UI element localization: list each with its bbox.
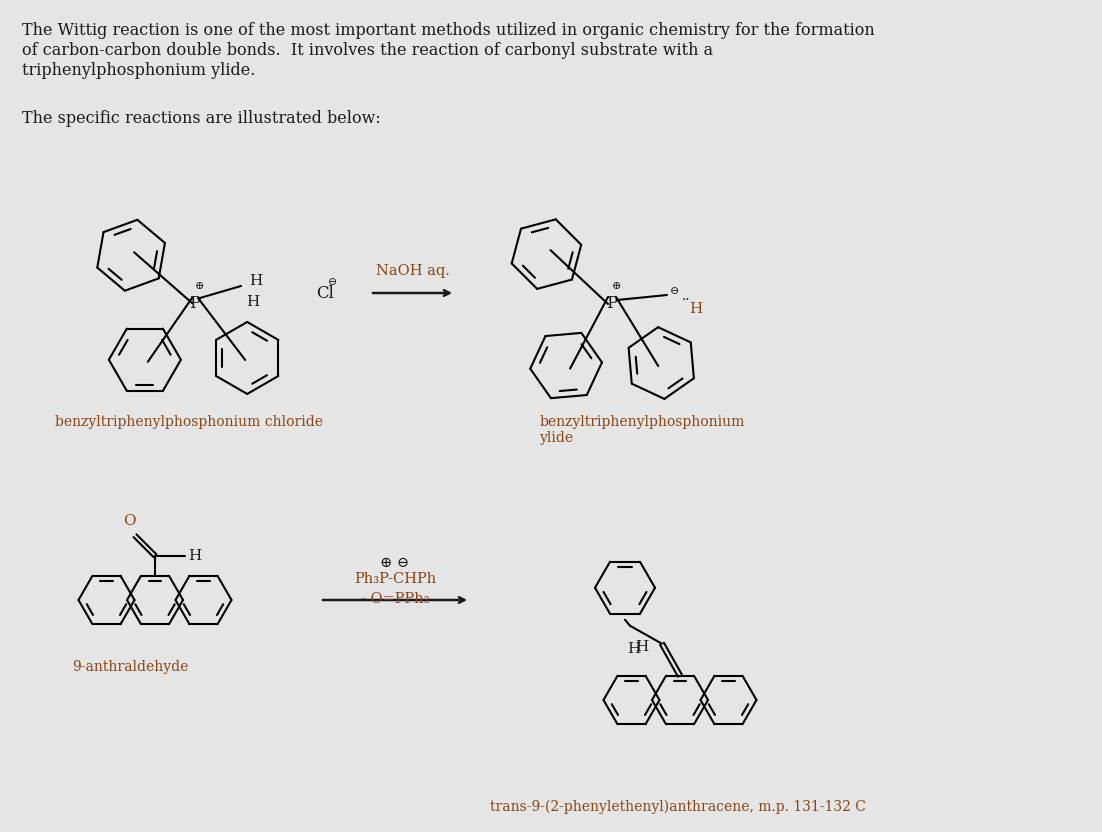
Text: The Wittig reaction is one of the most important methods utilized in organic che: The Wittig reaction is one of the most i… [22, 22, 875, 39]
Text: H: H [627, 641, 640, 656]
Text: P: P [190, 295, 201, 311]
Text: ..: .. [682, 289, 691, 303]
Text: H: H [689, 302, 702, 316]
Text: ⊕: ⊕ [612, 281, 620, 291]
Text: H: H [249, 274, 262, 288]
Text: triphenylphosphonium ylide.: triphenylphosphonium ylide. [22, 62, 256, 79]
Text: trans-9-(2-phenylethenyl)anthracene, m.p. 131-132 C: trans-9-(2-phenylethenyl)anthracene, m.p… [490, 800, 866, 815]
Text: O: O [122, 513, 136, 527]
Text: NaOH aq.: NaOH aq. [376, 264, 450, 278]
Text: Ph₃P-CHPh: Ph₃P-CHPh [354, 572, 436, 586]
Text: ⊕ ⊖: ⊕ ⊖ [380, 556, 410, 570]
Text: 9-anthraldehyde: 9-anthraldehyde [72, 660, 188, 674]
Text: H: H [188, 549, 202, 562]
Text: H: H [635, 640, 648, 654]
Text: ⊖: ⊖ [328, 277, 337, 287]
Text: benzyltriphenylphosphonium
ylide: benzyltriphenylphosphonium ylide [540, 415, 745, 445]
Text: benzyltriphenylphosphonium chloride: benzyltriphenylphosphonium chloride [55, 415, 323, 429]
Text: of carbon-carbon double bonds.  It involves the reaction of carbonyl substrate w: of carbon-carbon double bonds. It involv… [22, 42, 713, 59]
Text: H: H [246, 295, 259, 309]
Text: The specific reactions are illustrated below:: The specific reactions are illustrated b… [22, 110, 381, 127]
Text: Cl: Cl [316, 285, 334, 301]
Text: ⊕: ⊕ [194, 281, 204, 291]
Text: - O=PPh₃: - O=PPh₃ [360, 592, 430, 606]
Text: P: P [606, 295, 617, 311]
Text: ⊖: ⊖ [670, 286, 679, 296]
